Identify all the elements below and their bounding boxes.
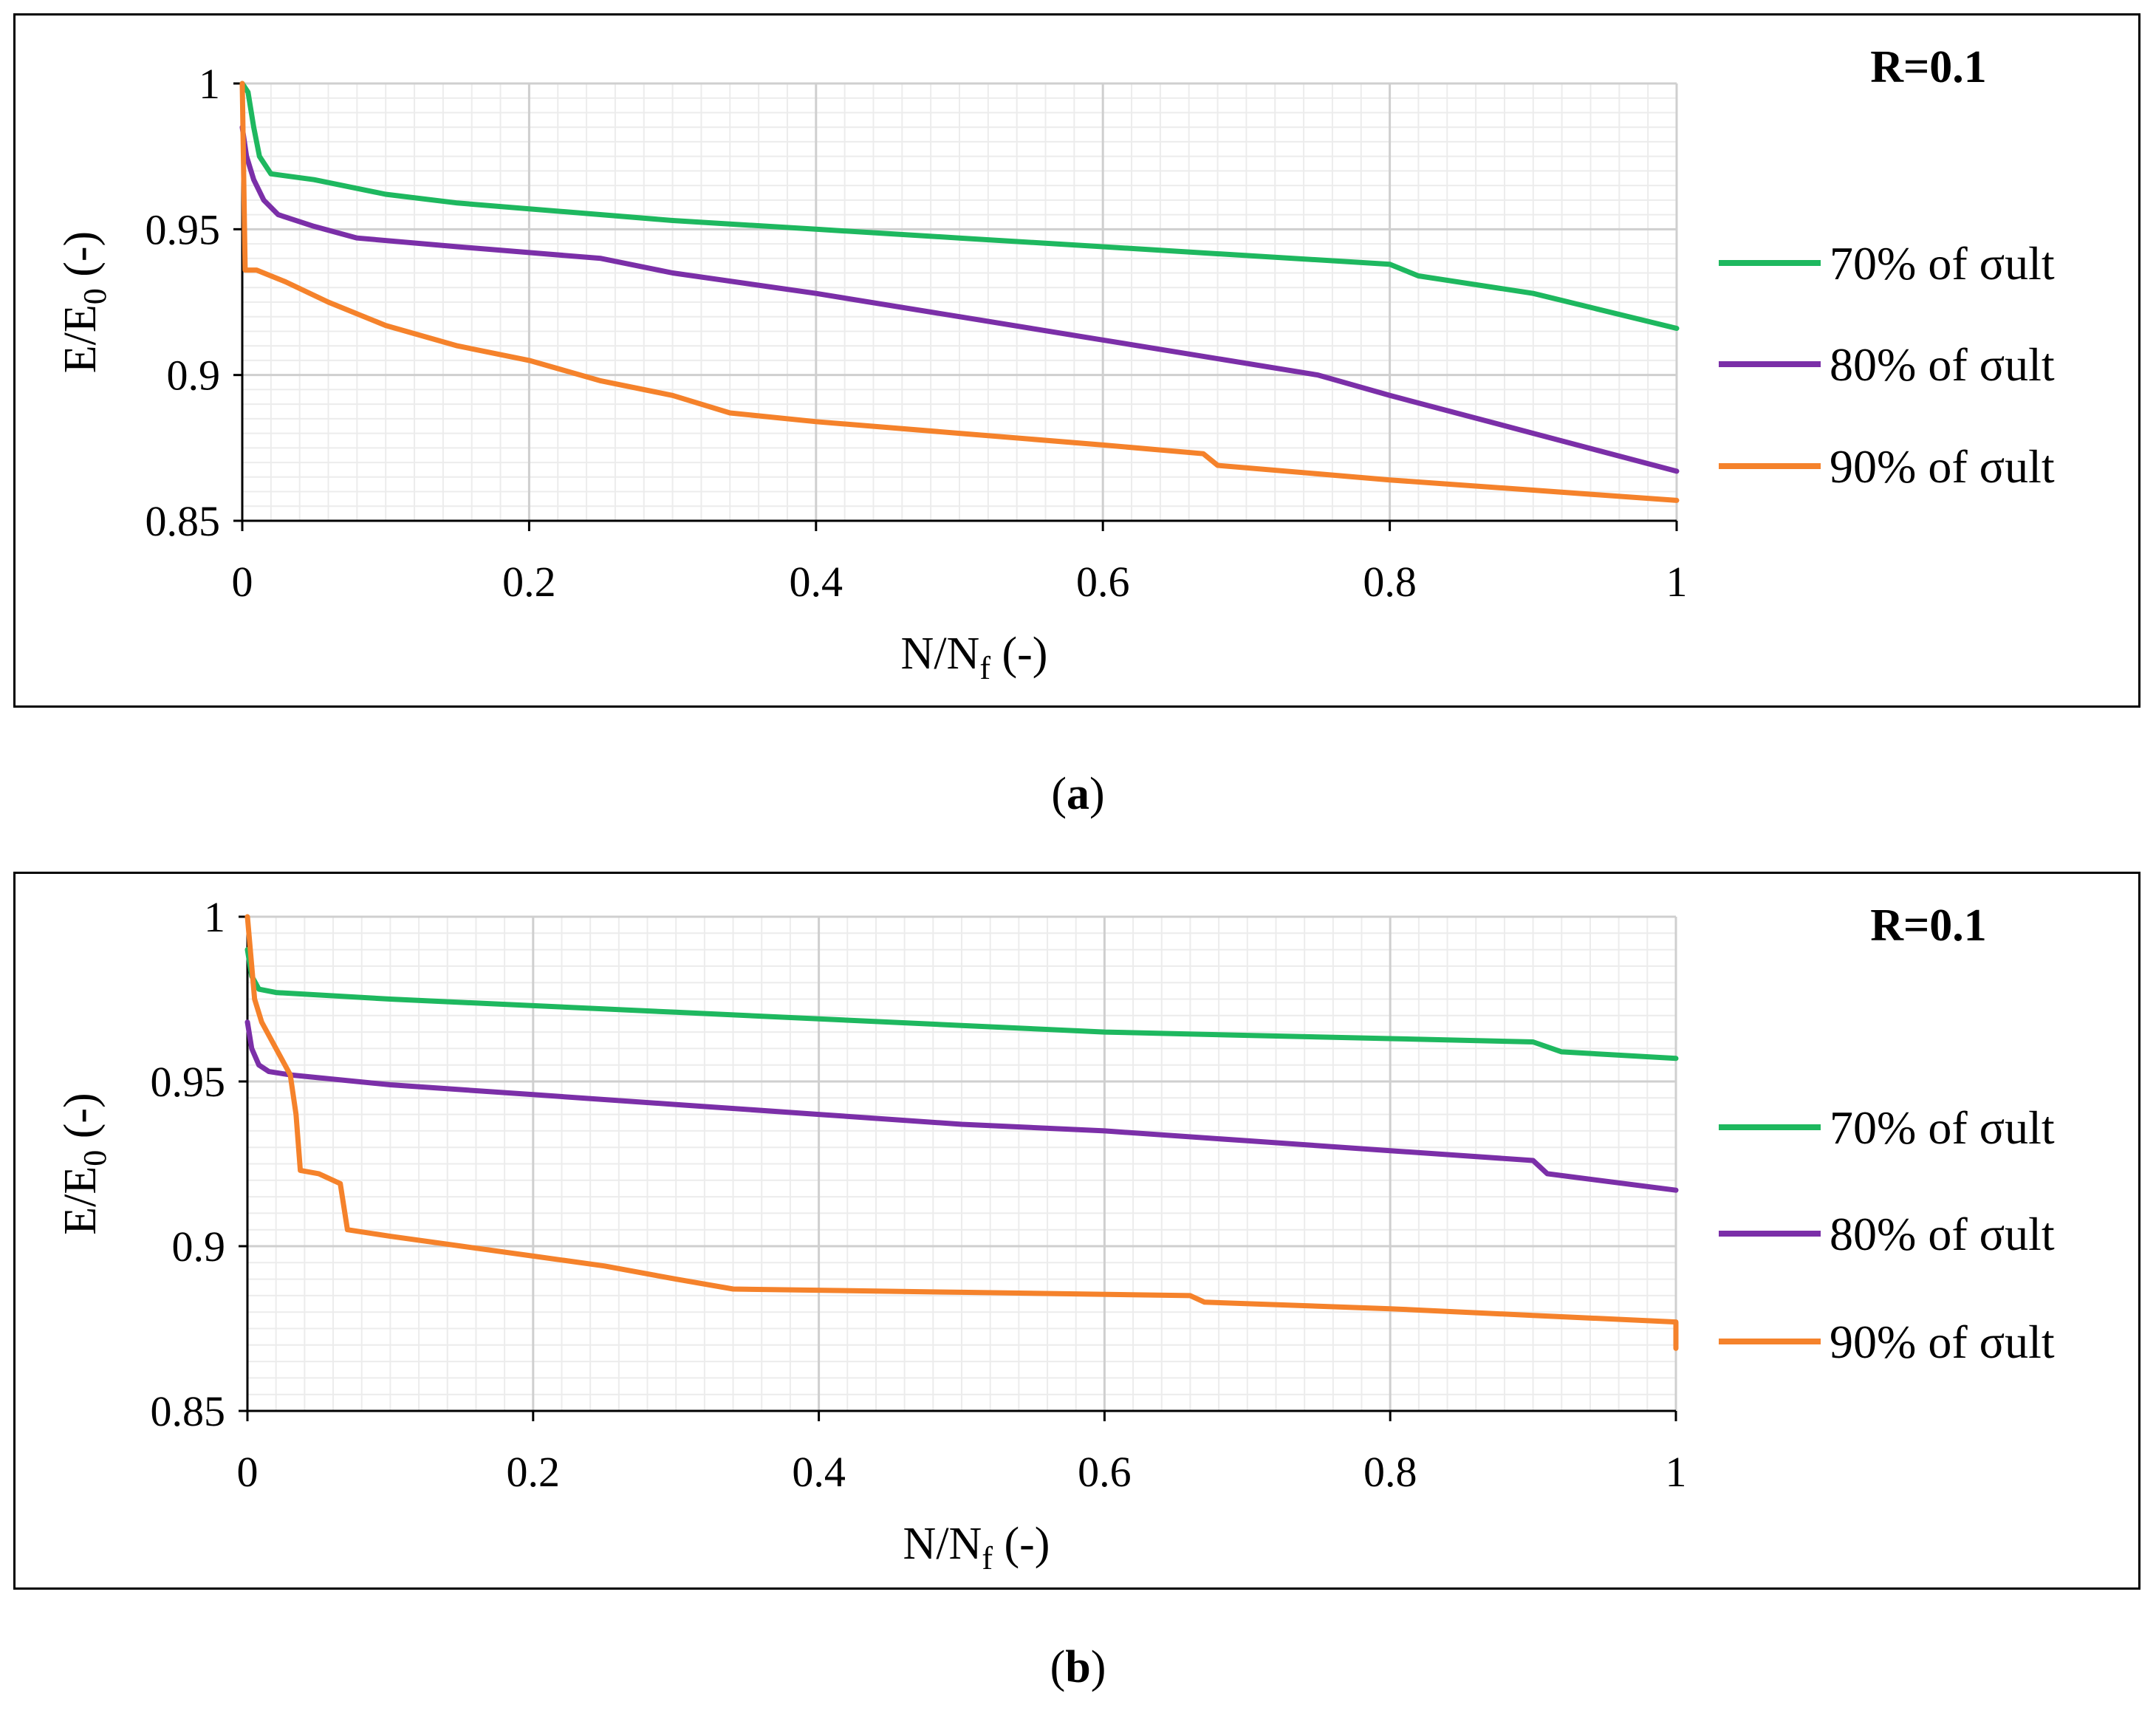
legend-label-b-2: 80% of σult — [1830, 1208, 2055, 1260]
y-tick-label: 0.85 — [146, 497, 221, 545]
series-line-a-3 — [239, 81, 1680, 503]
series-line-a-1 — [239, 81, 1680, 331]
series-line-b-2 — [244, 1019, 1679, 1193]
x-tick-label: 0 — [232, 558, 253, 606]
r-annotation-a: R=0.1 — [1870, 42, 1987, 92]
x-tick-label: 1 — [1666, 1448, 1687, 1496]
series-line-b-1 — [244, 947, 1679, 1062]
legend-label-a-1: 70% of σult — [1830, 237, 2055, 290]
x-tick-label: 0.8 — [1363, 558, 1417, 606]
x-tick-label: 0.2 — [507, 1448, 561, 1496]
chart-panel-a: 0 0.2 0.4 0.6 0.8 1 0.85 0.9 0.95 1 N/Nf (-) E/E0 (… — [13, 13, 2140, 708]
x-tick-label: 0.6 — [1076, 558, 1130, 606]
r-annotation-b: R=0.1 — [1870, 900, 1987, 951]
caption-a: (a) — [1051, 769, 1105, 819]
legend-label-b-3: 90% of σult — [1830, 1316, 2055, 1368]
legend-label-a-3: 90% of σult — [1830, 440, 2055, 493]
x-tick-label: 0.8 — [1363, 1448, 1417, 1496]
x-axis-title-a: N/Nf (-) — [901, 629, 1048, 686]
x-axis-title-b: N/Nf (-) — [903, 1519, 1050, 1576]
x-tick-label: 1 — [1666, 558, 1688, 606]
y-axis-title-a: E/E0 (-) — [55, 231, 113, 373]
y-tick-label: 0.95 — [151, 1058, 226, 1106]
x-tick-label: 0.6 — [1078, 1448, 1132, 1496]
minor-grid-a — [242, 83, 1677, 521]
x-tick-label: 0.4 — [790, 558, 843, 606]
caption-b: (b) — [1050, 1642, 1106, 1692]
x-tick-label: 0.4 — [792, 1448, 846, 1496]
chart-b-svg: 0 0.2 0.4 0.6 0.8 1 0.85 0.9 0.95 1 N/Nf (-) E/E0 (… — [55, 893, 2055, 1576]
legend-label-b-1: 70% of σult — [1830, 1101, 2055, 1154]
chart-a-svg: 0 0.2 0.4 0.6 0.8 1 0.85 0.9 0.95 1 N/Nf (-) E/E0 (… — [55, 42, 2055, 686]
x-tick-label: 0 — [237, 1448, 259, 1496]
y-tick-label: 1 — [204, 893, 225, 941]
y-tick-label: 0.9 — [167, 352, 221, 400]
x-tick-label: 0.2 — [502, 558, 556, 606]
legend-label-a-2: 80% of σult — [1830, 338, 2055, 391]
series-line-b-3 — [244, 914, 1679, 1351]
y-tick-label: 0.9 — [172, 1223, 226, 1271]
y-axis-title-b: E/E0 (-) — [55, 1093, 113, 1234]
minor-grid-b — [247, 917, 1676, 1411]
series-line-a-2 — [239, 124, 1680, 474]
chart-panel-b: 0 0.2 0.4 0.6 0.8 1 0.85 0.9 0.95 1 N/Nf (-) E/E0 (… — [13, 872, 2140, 1590]
y-tick-label: 0.95 — [146, 205, 221, 253]
y-tick-label: 1 — [199, 60, 220, 108]
y-tick-label: 0.85 — [151, 1387, 226, 1435]
